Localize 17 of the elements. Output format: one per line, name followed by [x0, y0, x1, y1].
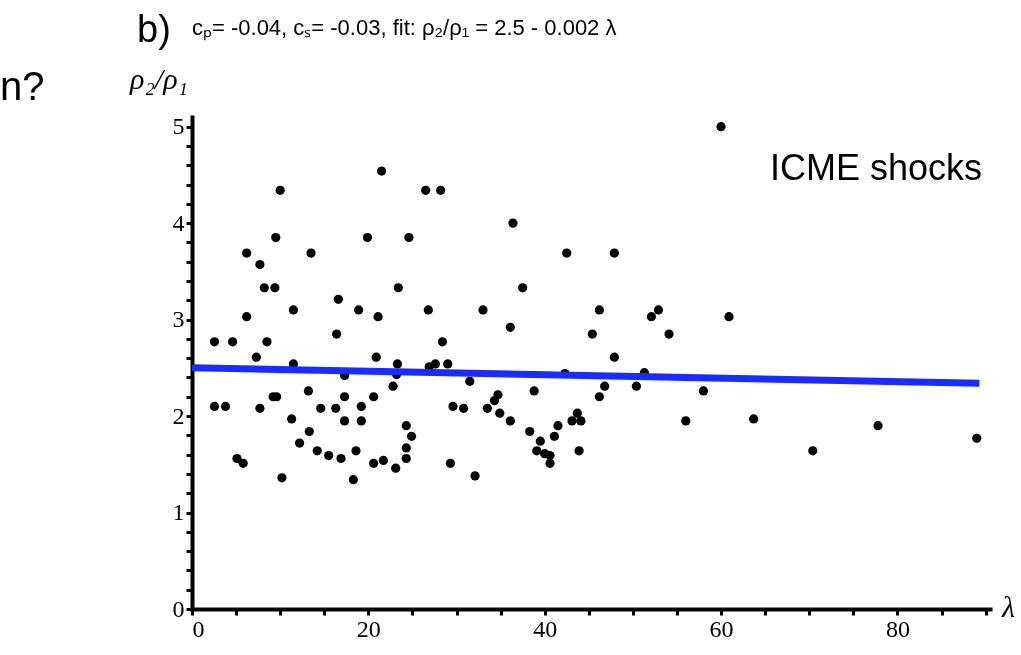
y-tick-label: 0	[172, 595, 185, 622]
y-tick-label: 5	[172, 113, 185, 140]
y-tick-label: 1	[172, 499, 185, 526]
x-tick-label: 60	[709, 615, 734, 642]
chart-subtitle: cₚ= -0.04, cₛ= -0.03, fit: ρ₂/ρ₁ = 2.5 - 0.002 λ	[192, 15, 617, 41]
chart-title: b)	[137, 8, 171, 50]
text: n?	[0, 64, 45, 108]
x-tick-label: 0	[192, 615, 205, 642]
x-tick-label: 80	[885, 615, 910, 642]
x-tick-label: 20	[356, 615, 381, 642]
y-tick-label: 3	[172, 306, 185, 333]
annotation: ICME shocks	[769, 147, 982, 188]
x-tick-label: 40	[533, 615, 558, 642]
y-axis-title: ρ₂/ρ₁	[129, 62, 188, 95]
y-tick-label: 4	[172, 209, 185, 236]
x-axis-title: λ	[1001, 590, 1015, 623]
y-tick-label: 2	[172, 402, 185, 429]
